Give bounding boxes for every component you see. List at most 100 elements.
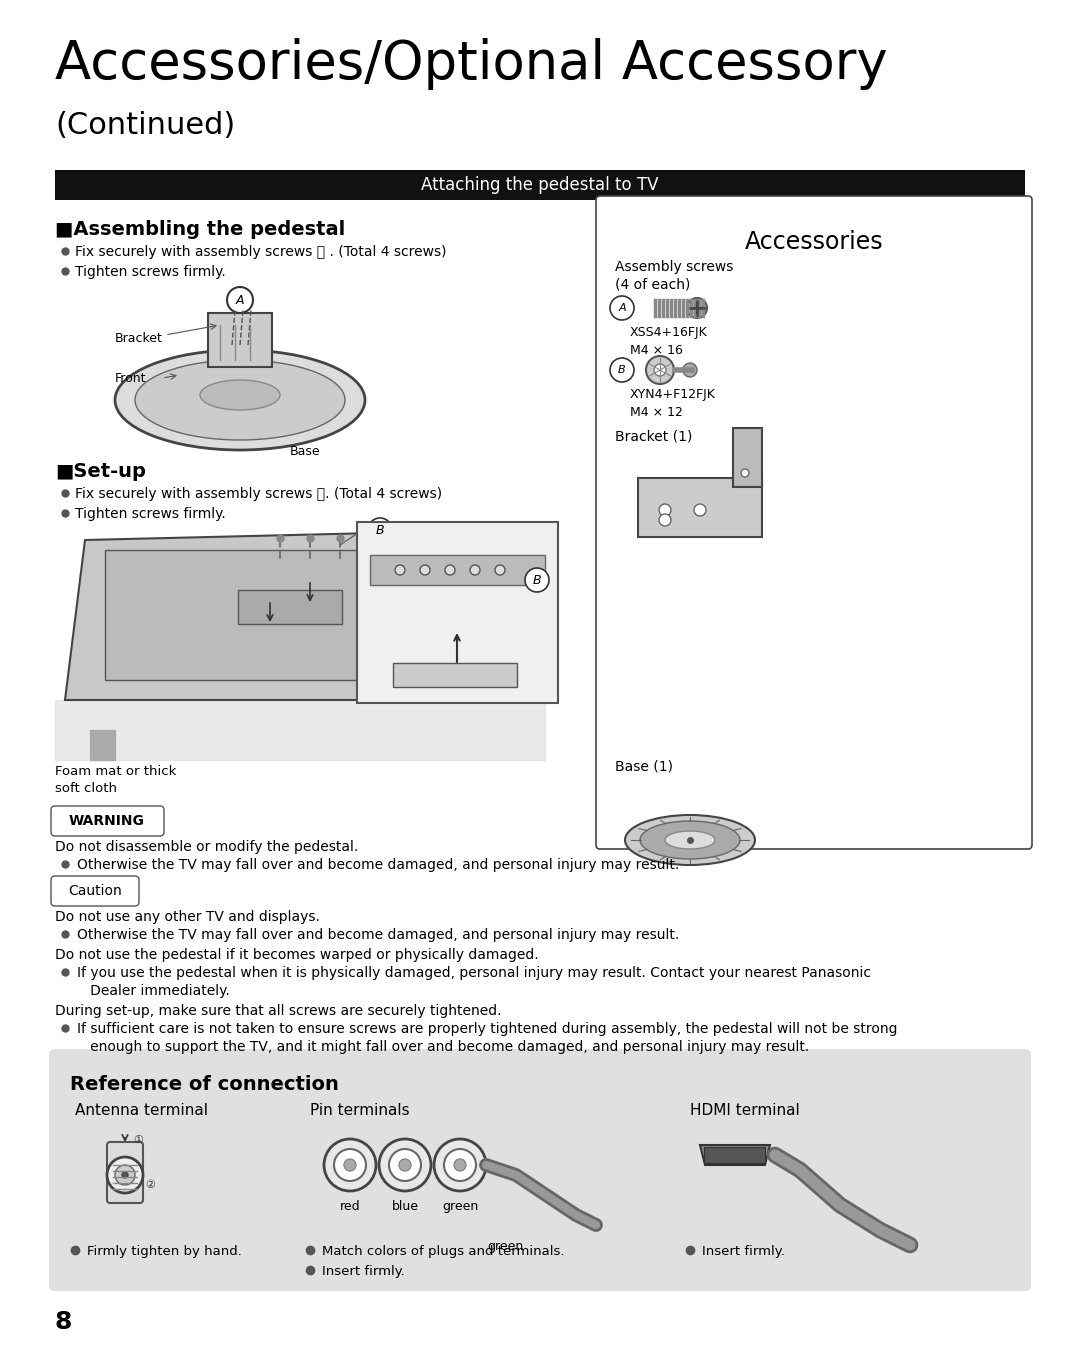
Circle shape xyxy=(646,356,674,384)
FancyBboxPatch shape xyxy=(107,1142,143,1203)
Circle shape xyxy=(694,505,706,515)
Circle shape xyxy=(334,1149,366,1181)
Circle shape xyxy=(741,469,750,478)
Text: Assembly screws: Assembly screws xyxy=(615,260,733,275)
FancyBboxPatch shape xyxy=(238,590,342,624)
Circle shape xyxy=(227,287,253,313)
Text: ■Set-up: ■Set-up xyxy=(55,461,146,482)
Circle shape xyxy=(454,1160,465,1170)
Text: green: green xyxy=(442,1200,478,1214)
Circle shape xyxy=(495,566,505,575)
Text: If you use the pedestal when it is physically damaged, personal injury may resul: If you use the pedestal when it is physi… xyxy=(77,966,870,999)
Circle shape xyxy=(420,566,430,575)
Text: ①: ① xyxy=(133,1135,143,1145)
Text: WARNING: WARNING xyxy=(69,815,145,828)
Circle shape xyxy=(345,1160,356,1170)
FancyBboxPatch shape xyxy=(733,428,762,487)
Text: B: B xyxy=(376,524,384,537)
Text: Match colors of plugs and terminals.: Match colors of plugs and terminals. xyxy=(322,1245,565,1258)
Ellipse shape xyxy=(665,831,715,848)
Ellipse shape xyxy=(135,360,345,440)
Text: Base: Base xyxy=(291,445,321,459)
Circle shape xyxy=(610,296,634,321)
Text: (Continued): (Continued) xyxy=(55,111,235,139)
Text: ②: ② xyxy=(145,1180,156,1191)
Text: Do not disassemble or modify the pedestal.: Do not disassemble or modify the pedesta… xyxy=(55,840,359,854)
Text: Attaching the pedestal to TV: Attaching the pedestal to TV xyxy=(421,176,659,193)
Circle shape xyxy=(610,359,634,382)
Ellipse shape xyxy=(640,821,740,859)
Text: If sufficient care is not taken to ensure screws are properly tightened during a: If sufficient care is not taken to ensur… xyxy=(77,1022,897,1054)
Circle shape xyxy=(659,514,671,526)
Text: ■Assembling the pedestal: ■Assembling the pedestal xyxy=(55,221,346,239)
Ellipse shape xyxy=(465,628,515,663)
Circle shape xyxy=(368,518,392,543)
Circle shape xyxy=(379,1139,431,1191)
Circle shape xyxy=(525,568,549,593)
Circle shape xyxy=(395,566,405,575)
Text: 8: 8 xyxy=(55,1310,72,1334)
Text: Fix securely with assembly screws Ⓐ . (Total 4 screws): Fix securely with assembly screws Ⓐ . (T… xyxy=(75,245,446,258)
Circle shape xyxy=(399,1160,411,1170)
Text: XSS4+16FJK
M4 × 16: XSS4+16FJK M4 × 16 xyxy=(630,326,707,357)
Text: B: B xyxy=(618,365,625,375)
FancyBboxPatch shape xyxy=(51,875,139,907)
Circle shape xyxy=(470,566,480,575)
Text: Base (1): Base (1) xyxy=(615,760,673,774)
FancyBboxPatch shape xyxy=(638,478,762,537)
Ellipse shape xyxy=(625,815,755,865)
Circle shape xyxy=(654,364,666,376)
Circle shape xyxy=(659,505,671,515)
Text: Antenna terminal: Antenna terminal xyxy=(75,1103,208,1118)
Text: green: green xyxy=(487,1239,523,1253)
FancyBboxPatch shape xyxy=(357,522,558,704)
Text: Insert firmly.: Insert firmly. xyxy=(322,1265,405,1279)
Text: A: A xyxy=(235,294,244,307)
Text: Tighten screws firmly.: Tighten screws firmly. xyxy=(75,507,226,521)
Circle shape xyxy=(324,1139,376,1191)
Text: Otherwise the TV may fall over and become damaged, and personal injury may resul: Otherwise the TV may fall over and becom… xyxy=(77,928,679,942)
Text: B: B xyxy=(532,574,541,586)
Bar xyxy=(55,170,1025,200)
Text: Do not use any other TV and displays.: Do not use any other TV and displays. xyxy=(55,911,320,924)
Circle shape xyxy=(122,1172,129,1178)
Text: Bracket (1): Bracket (1) xyxy=(615,430,692,444)
Circle shape xyxy=(107,1157,143,1193)
FancyBboxPatch shape xyxy=(370,555,545,584)
Text: Front: Front xyxy=(114,372,147,386)
Text: Bracket: Bracket xyxy=(114,331,163,345)
Text: blue: blue xyxy=(391,1200,419,1214)
Text: XYN4+F12FJK
M4 × 12: XYN4+F12FJK M4 × 12 xyxy=(630,388,716,419)
Circle shape xyxy=(445,566,455,575)
Text: During set-up, make sure that all screws are securely tightened.: During set-up, make sure that all screws… xyxy=(55,1004,501,1017)
Text: Fix securely with assembly screws Ⓑ. (Total 4 screws): Fix securely with assembly screws Ⓑ. (To… xyxy=(75,487,442,501)
Text: Caution: Caution xyxy=(68,884,122,898)
Text: Pin terminals: Pin terminals xyxy=(310,1103,409,1118)
FancyBboxPatch shape xyxy=(51,806,164,836)
FancyBboxPatch shape xyxy=(596,196,1032,848)
FancyBboxPatch shape xyxy=(208,313,272,367)
Text: (4 of each): (4 of each) xyxy=(615,277,690,292)
Text: Firmly tighten by hand.: Firmly tighten by hand. xyxy=(87,1245,242,1258)
Circle shape xyxy=(687,298,707,318)
Text: Tighten screws firmly.: Tighten screws firmly. xyxy=(75,265,226,279)
Circle shape xyxy=(389,1149,421,1181)
Circle shape xyxy=(434,1139,486,1191)
Ellipse shape xyxy=(114,350,365,451)
FancyBboxPatch shape xyxy=(105,551,525,681)
Text: HDMI terminal: HDMI terminal xyxy=(690,1103,800,1118)
Ellipse shape xyxy=(450,617,530,672)
Text: Insert firmly.: Insert firmly. xyxy=(702,1245,785,1258)
FancyBboxPatch shape xyxy=(49,1049,1031,1291)
Text: Accessories/Optional Accessory: Accessories/Optional Accessory xyxy=(55,38,888,91)
Polygon shape xyxy=(65,530,530,700)
Text: Otherwise the TV may fall over and become damaged, and personal injury may resul: Otherwise the TV may fall over and becom… xyxy=(77,858,679,871)
Circle shape xyxy=(683,363,697,377)
Text: red: red xyxy=(340,1200,361,1214)
Circle shape xyxy=(114,1165,135,1185)
FancyBboxPatch shape xyxy=(704,1147,765,1164)
Circle shape xyxy=(444,1149,476,1181)
Text: Accessories: Accessories xyxy=(745,230,883,254)
Polygon shape xyxy=(700,1145,770,1165)
Text: Do not use the pedestal if it becomes warped or physically damaged.: Do not use the pedestal if it becomes wa… xyxy=(55,948,539,962)
